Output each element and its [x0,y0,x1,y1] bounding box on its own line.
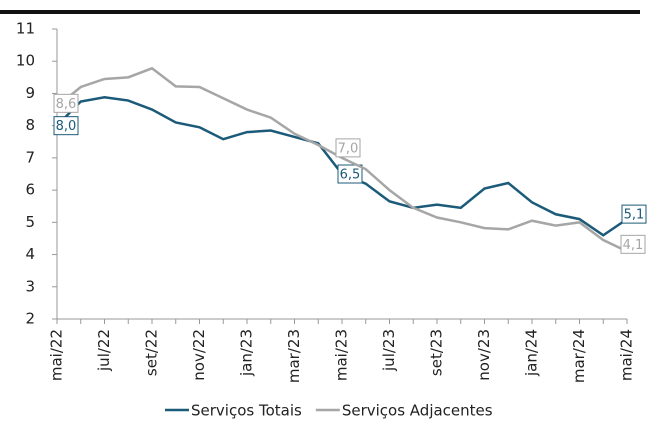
x-tick-label: mar/23 [285,329,303,383]
series-line [56,66,628,253]
y-tick-label: 7 [25,148,35,166]
y-tick-label: 6 [25,181,35,199]
data-label: 4,1 [623,238,644,253]
data-label-box [335,138,361,158]
x-tick-label: set/23 [428,329,446,376]
data-label-box [337,164,363,184]
y-tick-label: 3 [25,277,35,295]
x-tick-label: mai/23 [333,329,351,381]
legend-label: Serviços Adjacentes [342,402,493,420]
data-label-box [621,204,647,224]
data-label-box [53,116,79,136]
data-label: 5,1 [624,208,645,223]
y-tick-label: 2 [25,310,35,328]
data-label-box [620,234,646,254]
x-tick-label: mai/22 [48,329,66,381]
y-tick-label: 9 [25,84,35,102]
y-tick-label: 4 [25,245,35,263]
x-tick-label: jul/22 [95,329,113,372]
data-label: 6,5 [340,168,361,183]
y-tick-label: 10 [16,52,35,70]
legend-label: Serviços Totais [191,402,302,420]
x-tick-label: mar/24 [570,329,588,383]
y-tick-label: 11 [16,20,35,38]
x-tick-label: jul/23 [380,329,398,372]
y-tick-label: 8 [25,116,35,134]
x-tick-label: jan/23 [238,329,256,377]
x-tick-label: nov/22 [190,329,208,381]
x-tick-label: jan/24 [523,329,541,377]
y-tick-label: 5 [25,213,35,231]
data-label: 7,0 [338,141,359,156]
data-label: 8,0 [56,119,77,134]
x-tick-label: set/22 [143,329,161,376]
data-label: 8,6 [56,97,77,112]
x-tick-label: nov/23 [475,329,493,381]
top-rule [0,10,640,14]
x-tick-label: mai/24 [618,329,636,381]
data-label-box [53,93,79,113]
